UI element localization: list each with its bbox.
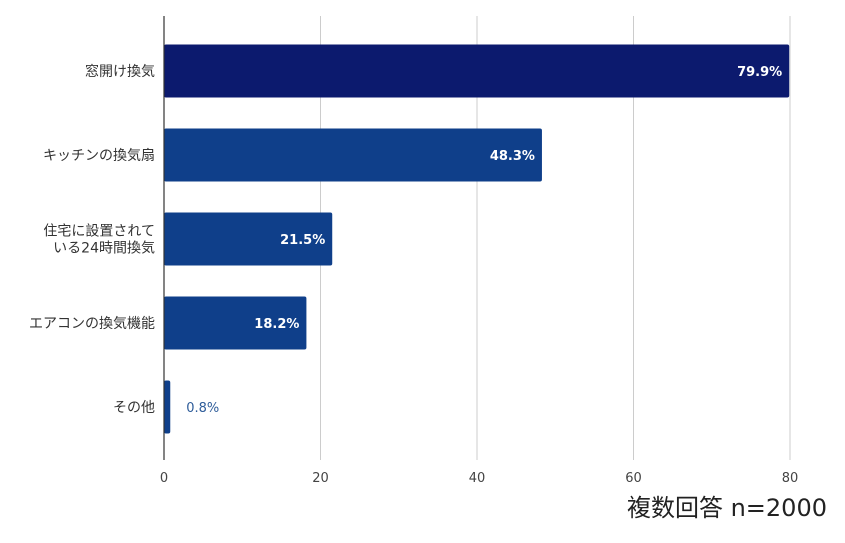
category-label-0: 窓開け換気	[85, 63, 155, 80]
category-label-1: キッチンの換気扇	[43, 148, 155, 164]
x-tick-40: 40	[469, 471, 486, 486]
data-label-3: 18.2%	[254, 317, 299, 332]
x-tick-labels: 0 20 40 60 80	[160, 471, 798, 486]
x-tick-80: 80	[782, 471, 799, 486]
category-label-2: 住宅に設置されている24時間換気	[43, 224, 155, 257]
bars	[164, 44, 790, 434]
data-label-2: 21.5%	[280, 233, 325, 248]
data-label-0: 79.9%	[737, 65, 782, 80]
sample-note: 複数回答 n=2000	[626, 494, 827, 522]
category-label-3: エアコンの換気機能	[29, 316, 155, 332]
bar-4	[164, 380, 171, 434]
bar-1	[164, 128, 542, 182]
bar-0	[164, 44, 790, 98]
category-labels: 窓開け換気キッチンの換気扇住宅に設置されている24時間換気エアコンの換気機能その…	[29, 63, 155, 416]
data-labels: 79.9% 48.3% 21.5% 18.2% 0.8%	[186, 65, 782, 416]
data-label-1: 48.3%	[490, 149, 535, 164]
category-label-4: その他	[113, 400, 155, 416]
x-tick-60: 60	[625, 471, 642, 486]
x-tick-0: 0	[160, 471, 168, 486]
data-label-4: 0.8%	[186, 401, 219, 416]
bar-2	[164, 212, 333, 266]
x-tick-20: 20	[312, 471, 329, 486]
bar-3	[164, 296, 307, 350]
